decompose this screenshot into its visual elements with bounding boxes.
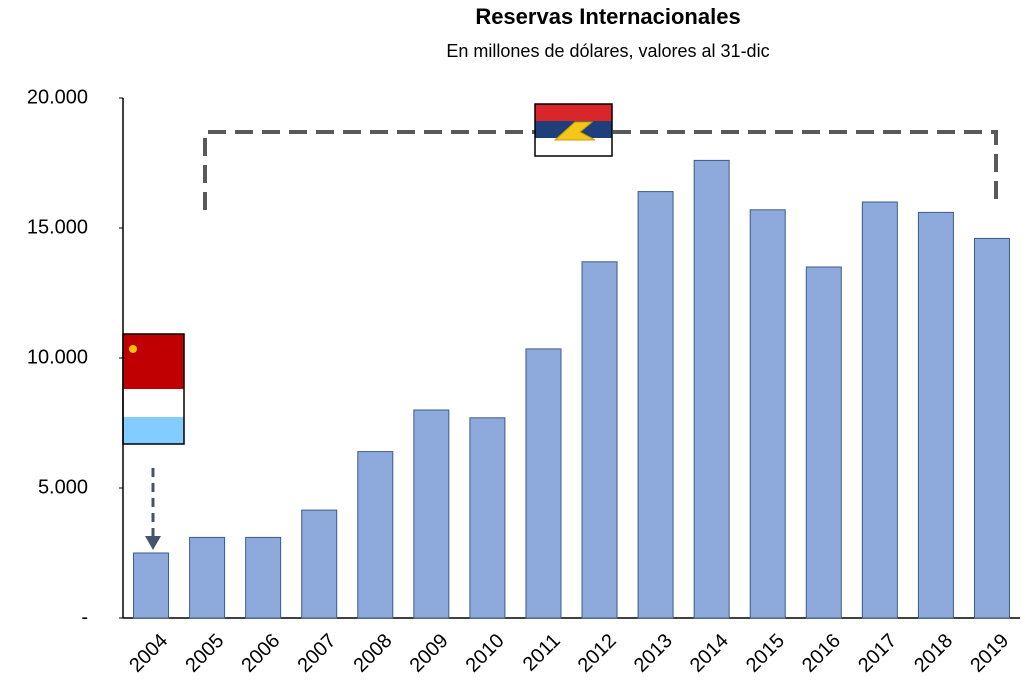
bar	[749, 209, 786, 619]
x-tick-label: 2010	[462, 630, 509, 677]
bar	[413, 409, 450, 619]
x-tick-label: 2017	[854, 630, 901, 677]
x-tick-label: 2014	[686, 630, 733, 677]
bar	[973, 237, 1010, 619]
x-tick-label: 2008	[350, 630, 397, 677]
y-tick-label: 20.000	[27, 86, 88, 108]
bar	[693, 159, 730, 619]
annotations	[122, 103, 998, 550]
chart-title: Reservas Internacionales	[475, 4, 740, 29]
x-tick-label: 2005	[181, 630, 228, 677]
x-tick-label: 2015	[742, 630, 789, 677]
flag-left	[122, 333, 185, 445]
y-tick-label: 15.000	[27, 216, 88, 238]
x-tick-label: 2007	[293, 630, 340, 677]
bar	[245, 536, 282, 619]
bar	[637, 191, 674, 619]
y-tick-label: 10.000	[27, 346, 88, 368]
bar	[189, 536, 226, 619]
x-tick-label: 2018	[910, 630, 957, 677]
x-tick-label: 2013	[630, 630, 677, 677]
bar	[357, 451, 394, 619]
bar	[917, 211, 954, 619]
bar	[301, 509, 338, 619]
x-tick-label: 2006	[237, 630, 284, 677]
x-tick-label: 2004	[125, 630, 172, 677]
y-tick-label: -	[81, 606, 88, 628]
x-tick-label: 2019	[966, 630, 1013, 677]
bar	[133, 552, 170, 619]
arrow-head	[145, 536, 161, 550]
x-tick-label: 2012	[574, 630, 621, 677]
chart-subtitle: En millones de dólares, valores al 31-di…	[446, 41, 769, 61]
y-tick-label: 5.000	[38, 476, 88, 498]
x-tick-label: 2011	[519, 630, 565, 676]
x-tick-label: 2016	[798, 630, 845, 677]
flag-top	[534, 103, 613, 157]
bar	[861, 201, 898, 619]
bar	[581, 261, 618, 619]
x-tick-label: 2009	[406, 630, 453, 677]
bar	[469, 417, 506, 619]
bar	[525, 348, 562, 619]
bar	[805, 266, 842, 619]
